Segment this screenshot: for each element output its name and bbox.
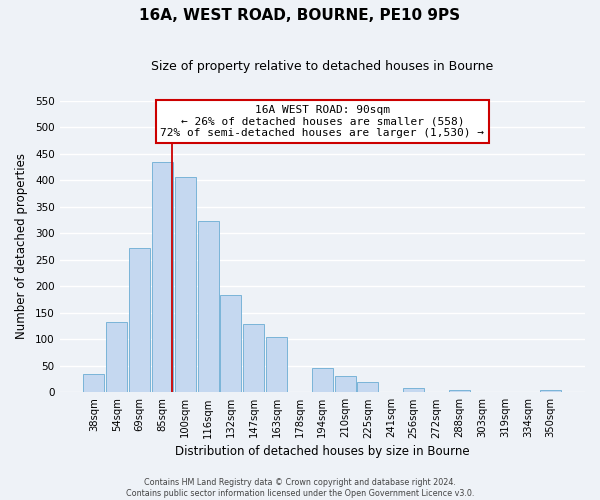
Bar xyxy=(403,388,424,392)
Y-axis label: Number of detached properties: Number of detached properties xyxy=(15,154,28,340)
Bar xyxy=(335,376,356,392)
Title: Size of property relative to detached houses in Bourne: Size of property relative to detached ho… xyxy=(151,60,493,73)
Bar xyxy=(358,382,379,392)
Text: 16A, WEST ROAD, BOURNE, PE10 9PS: 16A, WEST ROAD, BOURNE, PE10 9PS xyxy=(139,8,461,22)
X-axis label: Distribution of detached houses by size in Bourne: Distribution of detached houses by size … xyxy=(175,444,470,458)
Bar xyxy=(129,248,150,392)
Bar xyxy=(312,368,333,392)
Bar xyxy=(220,294,241,392)
Text: 16A WEST ROAD: 90sqm
← 26% of detached houses are smaller (558)
72% of semi-deta: 16A WEST ROAD: 90sqm ← 26% of detached h… xyxy=(160,105,484,138)
Bar xyxy=(152,162,173,392)
Bar xyxy=(449,390,470,392)
Bar xyxy=(266,337,287,392)
Bar xyxy=(106,322,127,392)
Text: Contains HM Land Registry data © Crown copyright and database right 2024.
Contai: Contains HM Land Registry data © Crown c… xyxy=(126,478,474,498)
Bar xyxy=(540,390,561,392)
Bar xyxy=(197,221,218,392)
Bar xyxy=(83,374,104,392)
Bar xyxy=(175,178,196,392)
Bar xyxy=(243,324,264,392)
